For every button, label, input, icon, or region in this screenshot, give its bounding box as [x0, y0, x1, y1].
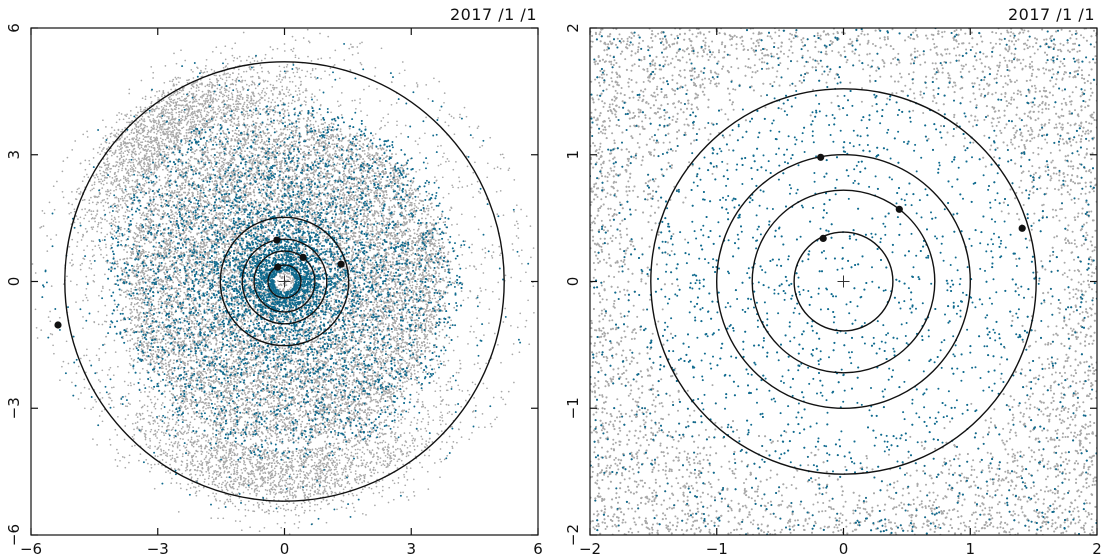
planet-marker	[54, 321, 62, 329]
right-center-marker	[837, 275, 850, 288]
planet-marker	[274, 263, 282, 271]
planet-marker	[819, 234, 827, 242]
x-tick-label: 0	[839, 540, 849, 558]
x-tick-label: 0	[280, 540, 290, 558]
x-tick-label: −2	[579, 540, 601, 558]
right-panel: 2017 /1 /1 −2 −1 0 1 2 −2 −1 0 1 2	[564, 5, 1102, 558]
y-tick-label: 6	[5, 23, 23, 33]
x-tick-label: −3	[147, 540, 169, 558]
y-tick-label: 1	[564, 150, 582, 160]
orbit-circle	[241, 238, 328, 325]
left-panel: 2017 /1 /1 −6 −3 0 3 6 −6 −3 0 3 6	[5, 5, 543, 558]
left-center-marker	[278, 275, 291, 288]
planet-marker	[817, 153, 825, 161]
y-tick-label: −1	[564, 397, 582, 419]
planet-marker	[337, 260, 345, 268]
x-tick-label: 3	[406, 540, 416, 558]
x-tick-label: 6	[533, 540, 543, 558]
left-orbits	[64, 61, 505, 502]
orbit-circle	[650, 88, 1037, 475]
y-tick-label: 0	[564, 277, 582, 287]
orbit-circle	[793, 231, 894, 332]
orbit-circle	[716, 153, 972, 410]
left-planets	[54, 236, 345, 329]
orbit-circle	[253, 250, 316, 313]
orbit-circle	[751, 189, 936, 374]
x-tick-label: 1	[965, 540, 975, 558]
y-tick-label: 2	[564, 23, 582, 33]
right-planets	[817, 153, 1026, 242]
planet-marker	[895, 205, 903, 213]
x-tick-label: −1	[706, 540, 728, 558]
right-date-label: 2017 /1 /1	[1008, 5, 1095, 24]
x-tick-label: −6	[20, 540, 42, 558]
y-tick-label: 0	[5, 277, 23, 287]
planet-marker	[299, 253, 307, 261]
orbit-circle	[64, 61, 505, 502]
blue-object-points	[41, 42, 530, 526]
right-axes: −2 −1 0 1 2 −2 −1 0 1 2	[564, 23, 1102, 558]
right-orbits	[650, 88, 1037, 475]
left-date-label: 2017 /1 /1	[450, 5, 537, 24]
left-axes: −6 −3 0 3 6 −6 −3 0 3 6	[5, 23, 543, 558]
orbit-circle	[219, 216, 350, 347]
y-tick-label: −2	[564, 524, 582, 546]
y-tick-label: 3	[5, 150, 23, 160]
blue-object-points	[590, 28, 1097, 535]
orbit-circle	[267, 264, 302, 299]
y-tick-label: −6	[5, 524, 23, 546]
planet-marker	[1018, 224, 1026, 232]
right-scatter-layer	[590, 28, 1097, 535]
x-tick-label: 2	[1092, 540, 1102, 558]
y-tick-label: −3	[5, 397, 23, 419]
planet-marker	[273, 236, 281, 244]
